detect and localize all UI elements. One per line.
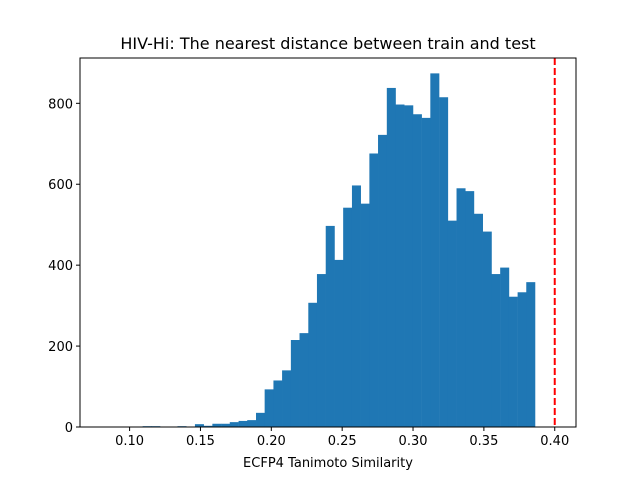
histogram-bar	[412, 114, 422, 428]
histogram-bar	[386, 87, 396, 427]
histogram-bar	[308, 302, 318, 427]
histogram-bar	[369, 153, 379, 428]
x-axis-ticks: 0.10 0.15 0.20 0.25 0.30 0.35 0.40	[115, 427, 569, 449]
histogram-bar	[456, 188, 466, 427]
histogram-bar	[465, 191, 475, 427]
histogram-bar	[439, 97, 449, 427]
chart-title: HIV-Hi: The nearest distance between tra…	[120, 34, 535, 53]
histogram-bar	[221, 423, 231, 427]
y-tick-label: 200	[48, 340, 73, 355]
histogram-bar	[212, 423, 222, 427]
histogram-bar	[343, 207, 353, 427]
histogram-bar	[247, 420, 257, 427]
axes-frame	[79, 57, 577, 428]
histogram-bar	[508, 296, 518, 427]
histogram-bar	[194, 424, 204, 427]
x-tick-label: 0.30	[399, 434, 428, 449]
histogram-bar	[238, 420, 248, 427]
histogram-bar	[316, 274, 326, 427]
plot-frame	[79, 57, 577, 428]
histogram-bar	[482, 231, 492, 427]
histogram-bars	[142, 73, 536, 428]
x-tick-label: 0.40	[540, 434, 569, 449]
histogram-bar	[526, 282, 536, 427]
histogram-bar	[517, 292, 527, 427]
histogram-bar	[273, 380, 283, 427]
histogram-bar	[290, 340, 300, 427]
histogram-bar	[500, 267, 510, 427]
histogram-bar	[395, 104, 405, 427]
histogram-bar	[473, 213, 483, 427]
x-tick-label: 0.15	[186, 434, 215, 449]
x-axis-label: ECFP4 Tanimoto Similarity	[243, 456, 413, 471]
x-tick-label: 0.25	[328, 434, 357, 449]
histogram-bar	[256, 412, 266, 427]
histogram-bar	[325, 225, 335, 427]
histogram-bar	[447, 220, 457, 427]
histogram-bar	[360, 203, 370, 427]
y-tick-label: 600	[48, 178, 73, 193]
y-tick-label: 800	[48, 97, 73, 112]
histogram-bar	[351, 185, 361, 427]
histogram-bar	[229, 422, 239, 427]
x-tick-label: 0.10	[115, 434, 144, 449]
histogram-bar	[299, 333, 309, 427]
histogram-bar	[404, 105, 414, 427]
histogram-bar	[203, 425, 213, 427]
histogram-bar	[282, 370, 292, 427]
histogram-bar	[378, 134, 388, 428]
histogram-bar	[421, 117, 431, 427]
histogram-bar	[334, 259, 344, 427]
histogram-bar	[430, 73, 440, 428]
y-tick-label: 400	[48, 259, 73, 274]
y-tick-label: 0	[65, 421, 73, 436]
y-axis-ticks: 0 200 400 600 800	[48, 97, 80, 436]
x-tick-label: 0.35	[469, 434, 498, 449]
x-tick-label: 0.20	[257, 434, 286, 449]
histogram-bar	[264, 389, 274, 427]
histogram-bar	[491, 274, 501, 427]
